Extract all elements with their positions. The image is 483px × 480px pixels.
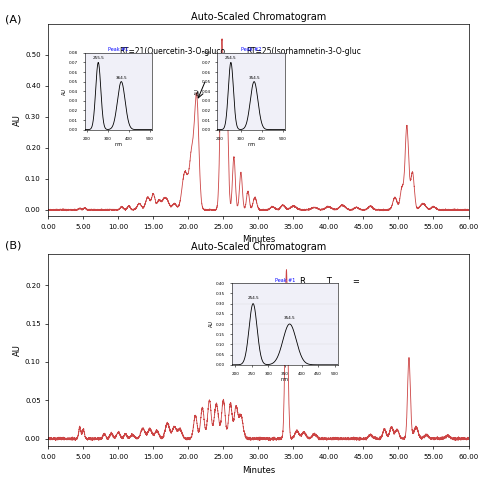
Text: RT=21(Quercetin-3-O-gluco
side): RT=21(Quercetin-3-O-gluco side) (120, 47, 226, 66)
Text: 254.5: 254.5 (247, 296, 259, 300)
Text: 354.5: 354.5 (284, 316, 296, 320)
Title: Auto-Scaled Chromatogram: Auto-Scaled Chromatogram (191, 12, 326, 22)
X-axis label: nm: nm (247, 142, 255, 147)
Text: 254.5: 254.5 (225, 57, 237, 60)
X-axis label: nm: nm (281, 377, 289, 382)
X-axis label: Minutes: Minutes (242, 466, 275, 475)
Y-axis label: AU: AU (195, 88, 200, 95)
Title: Peak #1: Peak #1 (108, 48, 128, 52)
Text: 364.5: 364.5 (115, 76, 127, 80)
Title: Peak #2: Peak #2 (241, 48, 261, 52)
Text: 255.5: 255.5 (92, 57, 104, 60)
Text: R        T        =: R T = (300, 277, 360, 287)
Title: Auto-Scaled Chromatogram: Auto-Scaled Chromatogram (191, 242, 326, 252)
Y-axis label: AU: AU (13, 114, 22, 126)
X-axis label: nm: nm (114, 142, 122, 147)
Y-axis label: AU: AU (210, 321, 214, 327)
Text: (B): (B) (5, 240, 21, 250)
Y-axis label: AU: AU (62, 88, 67, 95)
Y-axis label: AU: AU (13, 345, 22, 356)
X-axis label: Minutes: Minutes (242, 235, 275, 244)
Text: RT=25(Isorhamnetin-3-O-gluc
oside): RT=25(Isorhamnetin-3-O-gluc oside) (246, 47, 361, 66)
Title: Peak #1: Peak #1 (275, 278, 295, 283)
Text: (A): (A) (5, 14, 21, 24)
Text: 354.5: 354.5 (248, 76, 260, 80)
